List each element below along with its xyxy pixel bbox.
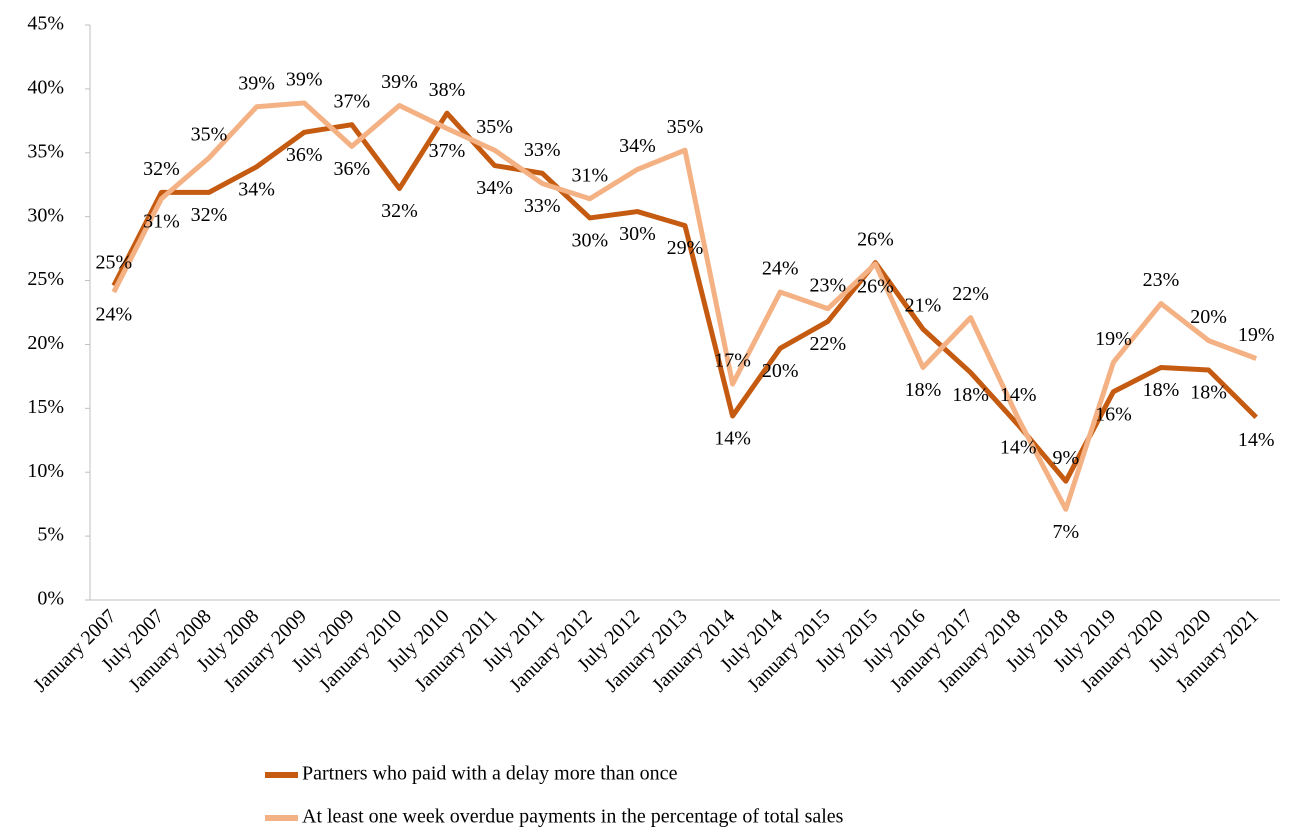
y-tick-label: 30% [27, 204, 64, 226]
data-label: 22% [809, 333, 846, 355]
y-tick-label: 20% [27, 332, 64, 354]
data-label: 22% [952, 283, 989, 305]
data-label: 34% [476, 177, 513, 199]
data-label: 36% [286, 144, 323, 166]
y-tick-label: 15% [27, 396, 64, 418]
data-label: 7% [1052, 521, 1079, 543]
data-label: 24% [95, 304, 132, 326]
legend-label: Partners who paid with a delay more than… [302, 763, 678, 785]
y-tick-label: 0% [37, 588, 64, 610]
data-label: 35% [476, 116, 513, 138]
data-label: 37% [333, 90, 370, 112]
data-label: 33% [524, 139, 561, 161]
data-label: 17% [714, 350, 751, 372]
data-label: 18% [1190, 382, 1227, 404]
data-label: 29% [667, 237, 704, 259]
data-label: 14% [1000, 437, 1037, 459]
data-label: 35% [667, 116, 704, 138]
series-line [111, 110, 1258, 484]
data-label: 35% [191, 123, 228, 145]
data-label: 32% [381, 200, 418, 222]
data-label: 30% [571, 230, 608, 252]
data-label: 34% [238, 178, 275, 200]
y-tick-label: 5% [37, 524, 64, 546]
data-label: 26% [857, 276, 894, 298]
data-label: 25% [95, 251, 132, 273]
data-label: 20% [762, 360, 799, 382]
data-label: 14% [714, 428, 751, 450]
series-line [111, 100, 1258, 512]
y-tick-label: 35% [27, 140, 64, 162]
data-label: 14% [1000, 384, 1037, 406]
data-label: 20% [1190, 306, 1227, 328]
data-label: 39% [238, 72, 275, 94]
legend-label: At least one week overdue payments in th… [302, 806, 844, 828]
y-tick-label: 45% [27, 13, 64, 35]
data-label: 19% [1095, 328, 1132, 350]
data-label: 18% [1143, 379, 1180, 401]
data-label: 39% [381, 71, 418, 93]
data-label: 24% [762, 258, 799, 280]
data-label: 23% [1143, 269, 1180, 291]
data-label: 31% [571, 164, 608, 186]
data-label: 26% [857, 228, 894, 250]
data-label: 38% [429, 79, 466, 101]
data-label: 23% [809, 274, 846, 296]
data-label: 19% [1238, 324, 1275, 346]
data-label: 21% [905, 295, 942, 317]
y-tick-label: 25% [27, 268, 64, 290]
data-label: 32% [191, 204, 228, 226]
data-label: 32% [143, 158, 180, 180]
data-label: 14% [1238, 429, 1275, 451]
data-label: 18% [905, 379, 942, 401]
data-label: 37% [429, 140, 466, 162]
y-tick-label: 10% [27, 460, 64, 482]
data-label: 31% [143, 210, 180, 232]
data-label: 33% [524, 195, 561, 217]
y-tick-label: 40% [27, 76, 64, 98]
data-label: 16% [1095, 403, 1132, 425]
data-label: 9% [1052, 447, 1079, 469]
data-label: 34% [619, 135, 656, 157]
data-label: 30% [619, 223, 656, 245]
data-label: 18% [952, 384, 989, 406]
data-label: 39% [286, 69, 323, 91]
data-label: 36% [333, 158, 370, 180]
